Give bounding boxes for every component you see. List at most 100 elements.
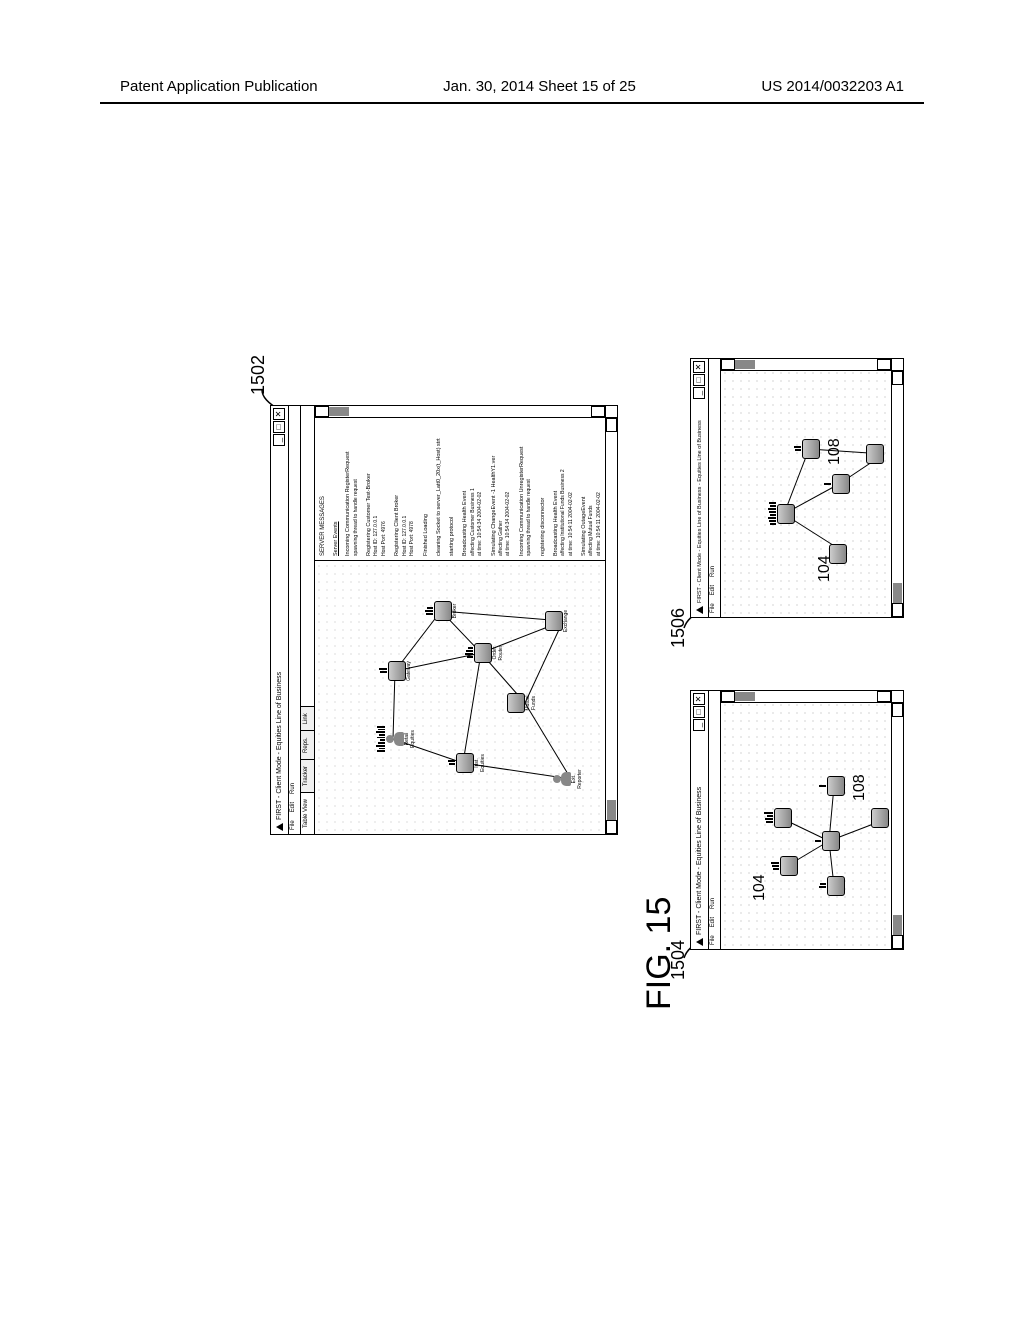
node-label: Broker xyxy=(453,598,459,624)
close-button[interactable]: ✕ xyxy=(693,361,705,373)
server-messages-pane: SERVER MESSAGES Server Events Incoming C… xyxy=(315,418,605,561)
log-entry: registering disconnector xyxy=(539,422,547,556)
main-tabbar: Table View Tracker Reps. Link xyxy=(301,406,315,834)
graph-node[interactable] xyxy=(763,805,793,831)
graph-node[interactable] xyxy=(829,541,848,567)
small-right-graph-pane[interactable]: 104 108 xyxy=(721,371,891,617)
log-entry: cleaning Socket to server_Latt0_20x(t_Ho… xyxy=(435,422,443,556)
menu-file[interactable]: File xyxy=(710,935,719,945)
minimize-button[interactable]: _ xyxy=(693,387,705,399)
small-left-title: FIRST - Client Mode - Equities Line of B… xyxy=(696,787,703,935)
small-left-scrollbar-h[interactable] xyxy=(891,703,903,949)
small-window-right: FIRST - Client Mode - Equities Line of B… xyxy=(690,358,904,618)
log-scrollbar-v[interactable] xyxy=(315,406,605,418)
main-graph-pane[interactable]: RetailEquities Inst.Equities Gateway OrderR… xyxy=(315,561,605,834)
graph-node[interactable] xyxy=(769,853,799,879)
menu-run[interactable]: Run xyxy=(710,898,719,909)
app-icon xyxy=(696,606,703,614)
node-label: Exchange xyxy=(564,608,570,634)
server-icon xyxy=(827,776,845,796)
figure-rotated-group: FIG. 15 1502 1504 1506 FIRST - Client Mo… xyxy=(120,130,910,1130)
log-entry: Incoming Communication RegisterRequestsp… xyxy=(344,422,360,556)
graph-node[interactable]: Inst.Equities xyxy=(445,750,486,776)
close-button[interactable]: ✕ xyxy=(273,408,285,420)
server-icon xyxy=(474,643,492,663)
log-entry: Registering Client BrokerHost ID: 127.0.… xyxy=(393,422,416,556)
small-left-titlebar: FIRST - Client Mode - Equities Line of B… xyxy=(691,691,709,949)
menu-edit[interactable]: Edit xyxy=(290,802,299,812)
small-left-edges xyxy=(721,703,891,949)
tab-link[interactable]: Link xyxy=(301,706,314,730)
maximize-button[interactable]: □ xyxy=(693,706,705,718)
node-label: MutualFunds xyxy=(526,690,537,716)
tab-table-view[interactable]: Table View xyxy=(301,792,314,834)
menu-edit[interactable]: Edit xyxy=(710,917,719,927)
menu-run[interactable]: Run xyxy=(290,783,299,794)
small-left-menubar: File Edit Run xyxy=(709,691,721,949)
server-icon xyxy=(829,544,847,564)
maximize-button[interactable]: □ xyxy=(693,374,705,386)
main-resize-corner[interactable] xyxy=(605,406,617,418)
header-center: Jan. 30, 2014 Sheet 15 of 25 xyxy=(443,78,636,95)
server-icon xyxy=(871,808,889,828)
page-header: Patent Application Publication Jan. 30, … xyxy=(0,78,1024,95)
tab-tracker[interactable]: Tracker xyxy=(301,759,314,792)
server-icon xyxy=(802,439,820,459)
log-entry: Simulating ChangeEvent -1 HealthY1.veraf… xyxy=(490,422,513,556)
ref-104: 104 xyxy=(751,874,769,901)
graph-node[interactable]: RetailEquities xyxy=(375,726,416,752)
graph-node[interactable]: MutualFunds xyxy=(507,690,537,716)
graph-node[interactable] xyxy=(816,873,846,899)
graph-node[interactable] xyxy=(811,828,841,854)
menu-run[interactable]: Run xyxy=(710,566,719,577)
header-rule xyxy=(100,102,924,104)
maximize-button[interactable]: □ xyxy=(273,421,285,433)
small-right-scrollbar-v[interactable] xyxy=(721,359,891,371)
graph-node[interactable] xyxy=(766,501,796,527)
log-entry: starting protocol xyxy=(448,422,456,556)
node-label: RetailEquities xyxy=(405,726,416,752)
graph-node[interactable]: OrderRouter xyxy=(463,640,504,666)
graph-node[interactable]: Exchange xyxy=(545,608,570,634)
tab-reps[interactable]: Reps. xyxy=(301,730,314,759)
small-right-edges xyxy=(721,371,891,617)
log-entry: Registering Customer Test-BrokerHost ID:… xyxy=(365,422,388,556)
small-left-graph-pane[interactable]: 104 108 xyxy=(721,703,891,949)
server-icon xyxy=(388,661,406,681)
small-window-left: FIRST - Client Mode - Equities Line of B… xyxy=(690,690,904,950)
small-right-resize-corner[interactable] xyxy=(891,359,903,371)
main-scrollbar-h[interactable] xyxy=(605,418,617,834)
close-button[interactable]: ✕ xyxy=(693,693,705,705)
menu-edit[interactable]: Edit xyxy=(710,585,719,595)
graph-node[interactable]: Broker xyxy=(423,598,459,624)
minimize-button[interactable]: _ xyxy=(693,719,705,731)
server-icon xyxy=(777,504,795,524)
graph-node[interactable] xyxy=(791,436,821,462)
menu-file[interactable]: File xyxy=(290,820,299,830)
graph-node[interactable]: Gateway xyxy=(377,658,413,684)
log-entry: Incoming Communication UnregisterRequest… xyxy=(518,422,534,556)
person-icon xyxy=(386,729,404,749)
server-icon xyxy=(434,601,452,621)
graph-node[interactable]: Ext.Reporter xyxy=(553,766,583,792)
window-controls: _ □ ✕ xyxy=(693,693,705,731)
small-left-resize-corner[interactable] xyxy=(891,691,903,703)
small-left-content: 104 108 xyxy=(721,691,903,949)
node-label: Inst.Equities xyxy=(475,750,486,776)
graph-node[interactable] xyxy=(866,441,885,467)
graph-node[interactable] xyxy=(821,471,851,497)
small-right-content: 104 108 xyxy=(721,359,903,617)
log-pane-subtitle: Server Events xyxy=(332,422,340,556)
small-left-scrollbar-v[interactable] xyxy=(721,691,891,703)
window-controls: _ □ ✕ xyxy=(273,408,285,446)
server-icon xyxy=(832,474,850,494)
graph-node[interactable] xyxy=(816,773,846,799)
main-window-title: FIRST - Client Mode - Equities Line of B… xyxy=(276,672,283,820)
small-right-scrollbar-h[interactable] xyxy=(891,371,903,617)
graph-node[interactable] xyxy=(871,805,890,831)
server-icon xyxy=(507,693,525,713)
server-icon xyxy=(822,831,840,851)
server-icon xyxy=(774,808,792,828)
minimize-button[interactable]: _ xyxy=(273,434,285,446)
menu-file[interactable]: File xyxy=(710,603,719,613)
